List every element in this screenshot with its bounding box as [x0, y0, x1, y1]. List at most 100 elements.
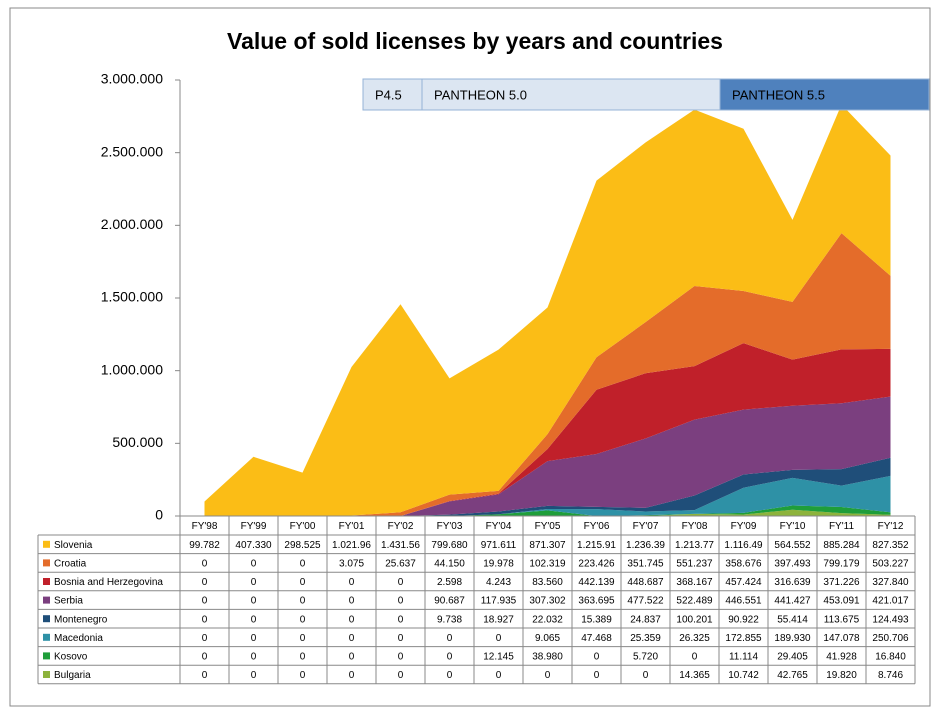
- table-cell: 9.738: [437, 614, 462, 625]
- table-cell: 327.840: [872, 577, 909, 588]
- x-tick-label: FY'08: [682, 521, 708, 532]
- table-cell: 99.782: [189, 540, 220, 551]
- x-tick-label: FY'09: [731, 521, 757, 532]
- table-cell: 1.431.56: [381, 540, 420, 551]
- table-cell: 0: [447, 652, 453, 663]
- table-cell: 799.680: [431, 540, 468, 551]
- table-cell: 223.426: [578, 559, 615, 570]
- table-cell: 477.522: [627, 596, 664, 607]
- legend-swatch: [43, 578, 50, 585]
- table-cell: 124.493: [872, 614, 909, 625]
- table-cell: 0: [202, 670, 208, 681]
- x-tick-label: FY'07: [633, 521, 659, 532]
- legend-swatch: [43, 633, 50, 641]
- legend-label: Macedonia: [54, 633, 103, 644]
- table-cell: 0: [692, 652, 698, 663]
- table-cell: 368.167: [676, 577, 713, 588]
- area: [204, 475, 891, 516]
- x-tick-label: FY'06: [584, 521, 610, 532]
- y-tick-label: 3.000.000: [101, 71, 163, 87]
- table-cell: 358.676: [725, 559, 762, 570]
- table-cell: 14.365: [679, 670, 710, 681]
- table-cell: 0: [300, 633, 306, 644]
- table-cell: 799.179: [823, 559, 860, 570]
- table-cell: 102.319: [529, 559, 566, 570]
- table-cell: 971.611: [481, 540, 517, 551]
- table-cell: 22.032: [532, 614, 563, 625]
- x-tick-label: FY'10: [780, 521, 806, 532]
- table-cell: 885.284: [823, 540, 860, 551]
- table-cell: 10.742: [728, 670, 759, 681]
- table-cell: 0: [202, 596, 208, 607]
- table-cell: 24.837: [630, 614, 661, 625]
- table-cell: 2.598: [437, 577, 462, 588]
- table-cell: 0: [496, 670, 502, 681]
- table-cell: 1.213.77: [675, 540, 714, 551]
- table-cell: 551.237: [676, 559, 713, 570]
- table-cell: 41.928: [826, 652, 857, 663]
- legend-label: Kosovo: [54, 652, 88, 663]
- table-cell: 100.201: [676, 614, 713, 625]
- table-cell: 0: [398, 652, 404, 663]
- table-cell: 90.687: [434, 596, 465, 607]
- area: [204, 343, 891, 516]
- table-cell: 9.065: [535, 633, 560, 644]
- table-cell: 1.236.39: [626, 540, 665, 551]
- area: [204, 505, 891, 516]
- legend-swatch: [43, 540, 50, 548]
- table-cell: 0: [643, 670, 649, 681]
- table-cell: 16.840: [875, 652, 906, 663]
- table-cell: 0: [300, 670, 306, 681]
- table-cell: 397.493: [774, 559, 811, 570]
- y-tick-label: 1.500.000: [101, 289, 163, 305]
- area: [204, 233, 891, 516]
- area: [204, 396, 891, 516]
- table-cell: 19.978: [483, 559, 514, 570]
- table-cell: 172.855: [725, 633, 762, 644]
- table-cell: 0: [202, 559, 208, 570]
- table-cell: 83.560: [532, 577, 563, 588]
- y-tick-label: 0: [155, 507, 163, 523]
- table-cell: 3.075: [339, 559, 364, 570]
- table-cell: 0: [398, 577, 404, 588]
- table-cell: 827.352: [872, 540, 909, 551]
- legend-swatch: [43, 652, 50, 660]
- table-cell: 19.820: [826, 670, 857, 681]
- table-cell: 0: [447, 670, 453, 681]
- table-cell: 871.307: [529, 540, 566, 551]
- version-label: PANTHEON 5.5: [732, 87, 825, 102]
- table-cell: 0: [349, 652, 355, 663]
- table-cell: 26.325: [679, 633, 710, 644]
- x-tick-label: FY'03: [437, 521, 463, 532]
- legend-swatch: [43, 559, 50, 567]
- x-tick-label: FY'01: [339, 521, 365, 532]
- table-cell: 351.745: [627, 559, 664, 570]
- table-cell: 0: [202, 614, 208, 625]
- table-cell: 564.552: [774, 540, 811, 551]
- table-cell: 1.215.91: [577, 540, 616, 551]
- table-cell: 0: [349, 670, 355, 681]
- table-cell: 189.930: [774, 633, 811, 644]
- table-cell: 11.114: [729, 652, 759, 663]
- table-cell: 0: [496, 633, 502, 644]
- legend-swatch: [43, 615, 50, 623]
- table-cell: 44.150: [434, 559, 465, 570]
- table-cell: 0: [594, 652, 600, 663]
- table-cell: 25.359: [630, 633, 661, 644]
- table-cell: 0: [300, 559, 306, 570]
- table-cell: 4.243: [486, 577, 511, 588]
- x-tick-label: FY'00: [290, 521, 316, 532]
- table-cell: 407.330: [235, 540, 272, 551]
- table-cell: 5.720: [633, 652, 658, 663]
- table-cell: 0: [349, 577, 355, 588]
- version-label: PANTHEON 5.0: [434, 87, 527, 102]
- table-cell: 55.414: [777, 614, 808, 625]
- table-cell: 250.706: [872, 633, 909, 644]
- x-tick-label: FY'05: [535, 521, 561, 532]
- version-box: [719, 78, 930, 111]
- table-cell: 38.980: [532, 652, 563, 663]
- table-cell: 307.302: [529, 596, 566, 607]
- table-cell: 0: [398, 633, 404, 644]
- table-cell: 0: [251, 596, 257, 607]
